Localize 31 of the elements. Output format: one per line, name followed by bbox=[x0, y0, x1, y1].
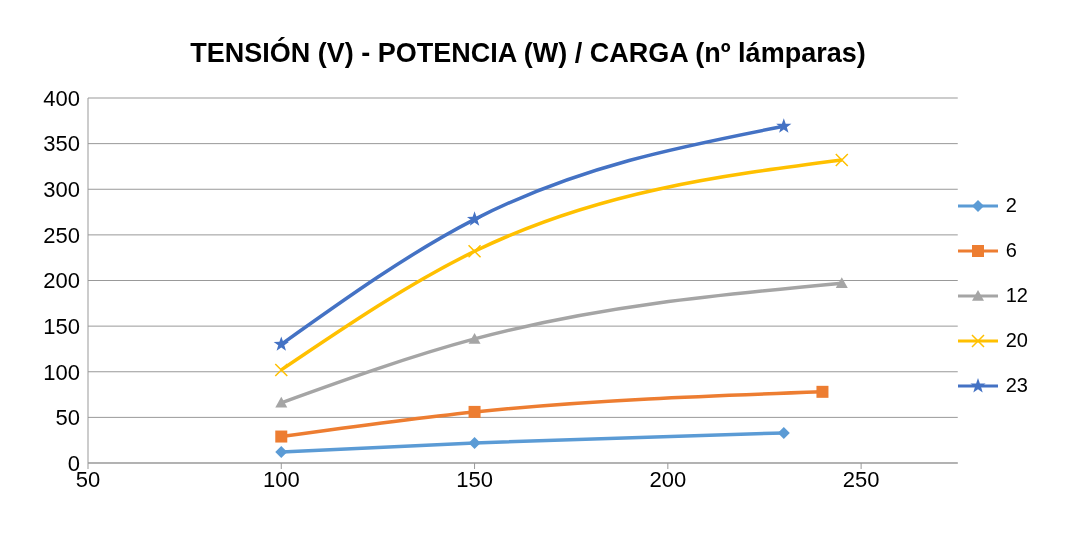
chart-title: TENSIÓN (V) - POTENCIA (W) / CARGA (nº lámparas) bbox=[189, 36, 867, 70]
x-tick-label: 150 bbox=[456, 466, 493, 492]
point bbox=[835, 277, 848, 289]
y-tick-label: 400 bbox=[43, 85, 80, 111]
point bbox=[275, 396, 288, 408]
point bbox=[467, 244, 482, 259]
legend-label: 6 bbox=[1005, 239, 1017, 262]
point bbox=[468, 405, 481, 418]
x-tick-label: 100 bbox=[262, 466, 300, 492]
y-tick-label: 150 bbox=[43, 313, 80, 339]
legend-label: 12 bbox=[1005, 284, 1028, 307]
point bbox=[273, 336, 289, 351]
legend-label: 23 bbox=[1005, 374, 1028, 397]
y-tick-label: 100 bbox=[43, 359, 80, 385]
y-tick-label: 200 bbox=[43, 268, 80, 294]
point bbox=[466, 211, 483, 226]
point bbox=[275, 430, 288, 443]
y-tick-label: 300 bbox=[43, 177, 80, 203]
point bbox=[776, 118, 792, 133]
y-tick-label: 250 bbox=[43, 222, 80, 248]
point bbox=[468, 436, 481, 449]
legend-label: 2 bbox=[1005, 194, 1017, 217]
point bbox=[468, 332, 481, 344]
point bbox=[274, 363, 289, 377]
y-tick-label: 350 bbox=[43, 131, 80, 157]
point bbox=[816, 385, 829, 398]
legend-label: 20 bbox=[1005, 329, 1028, 352]
x-tick-label: 250 bbox=[842, 466, 880, 492]
x-tick-label: 200 bbox=[649, 466, 687, 492]
point bbox=[835, 153, 849, 167]
y-tick-label: 50 bbox=[55, 405, 80, 431]
